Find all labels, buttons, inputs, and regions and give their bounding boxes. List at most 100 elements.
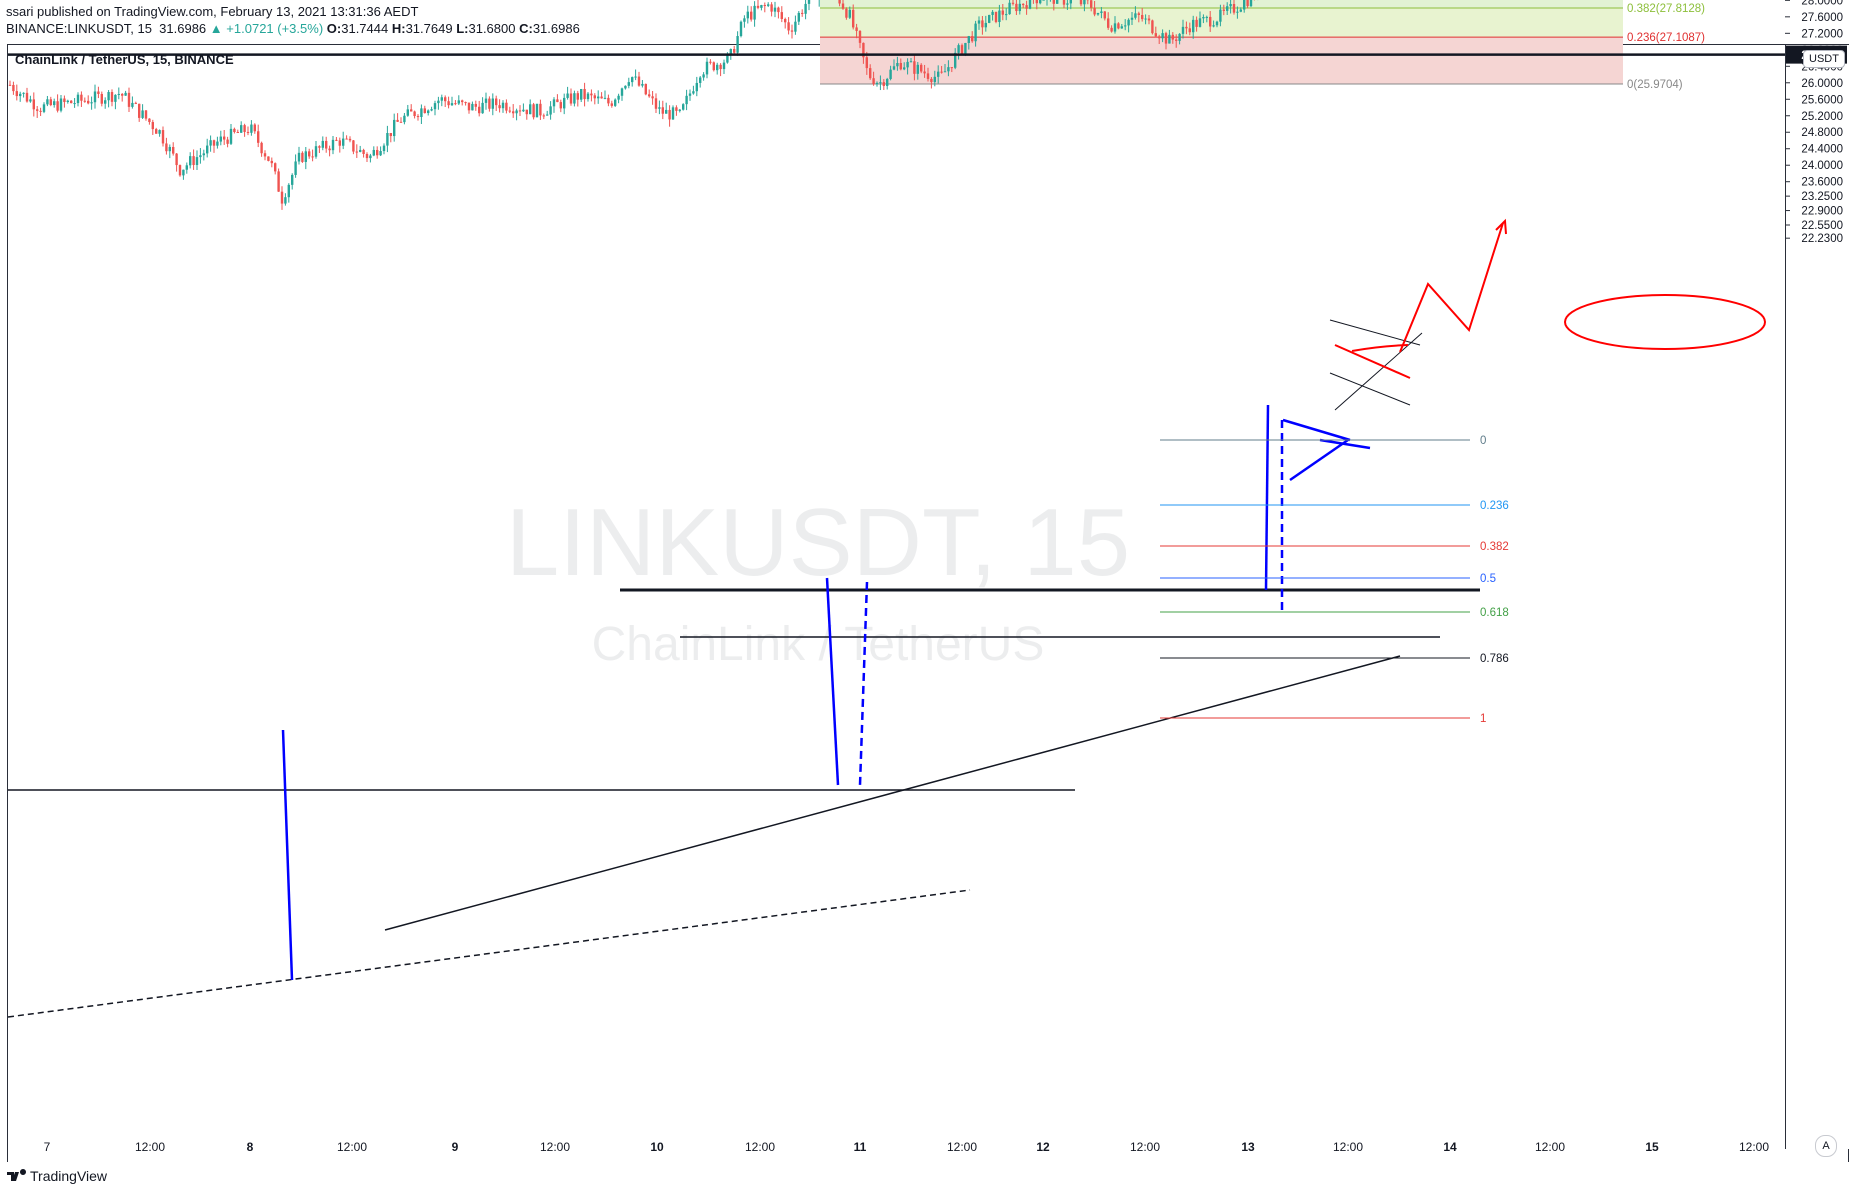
- candle-body-356: [1219, 9, 1222, 22]
- candle-body-363: [1243, 0, 1246, 10]
- candle-body-134: [464, 102, 467, 104]
- candle-body-52: [185, 165, 188, 170]
- candle-body-93: [325, 140, 328, 149]
- close-value: 31.6986: [532, 21, 580, 36]
- candle-body-56: [199, 155, 202, 158]
- candle-body-179: [617, 95, 620, 100]
- candle-body-4: [22, 92, 25, 94]
- auto-scale-button[interactable]: A: [1815, 1135, 1837, 1157]
- candle-body-359: [1229, 4, 1232, 7]
- fib-ext-label-9: 0.236(27.1087): [1627, 32, 1705, 44]
- candle-body-270: [926, 73, 930, 79]
- candle-body-303: [1039, 0, 1042, 4]
- candle-body-140: [484, 98, 488, 103]
- candle-body-19: [73, 103, 76, 105]
- candle-body-349: [1195, 19, 1198, 27]
- candle-body-232: [797, 12, 800, 22]
- candle-body-59: [209, 140, 212, 146]
- candle-body-98: [342, 138, 345, 146]
- candle-body-127: [440, 97, 443, 101]
- candle-body-215: [739, 21, 743, 37]
- candle-body-13: [53, 101, 56, 106]
- candle-body-112: [389, 132, 392, 137]
- candle-body-340: [1164, 33, 1168, 44]
- candle-body-268: [920, 64, 923, 72]
- candle-body-315: [1079, 0, 1083, 5]
- candle-body-346: [1185, 26, 1188, 29]
- candle-body-47: [168, 146, 171, 152]
- candle-body-296: [1015, 3, 1018, 12]
- candle-body-118: [410, 109, 413, 112]
- pennant-tip: [1319, 438, 1371, 450]
- candle-body-260: [892, 66, 896, 70]
- candle-body-1: [12, 84, 15, 92]
- candle-body-155: [535, 103, 539, 118]
- candle-body-156: [539, 103, 542, 116]
- candle-body-152: [525, 109, 528, 115]
- candle-body-28: [104, 100, 107, 104]
- candle-body-287: [984, 22, 987, 28]
- candle-body-105: [365, 153, 369, 159]
- candle-body-286: [981, 20, 984, 28]
- candle-body-125: [433, 103, 437, 110]
- fib-ext-label-8: 0.382(27.8128): [1627, 3, 1705, 15]
- candle-body-316: [1083, 0, 1086, 5]
- candle-body-259: [889, 69, 892, 79]
- candle-body-224: [770, 4, 773, 12]
- candle-body-185: [637, 76, 641, 86]
- candle-body-63: [223, 136, 226, 140]
- candle-body-67: [236, 132, 239, 134]
- candle-body-79: [277, 171, 280, 192]
- currency-button[interactable]: USDT: [1803, 50, 1845, 68]
- candle-body-146: [505, 102, 508, 111]
- candle-body-94: [328, 148, 331, 151]
- candle-body-254: [872, 78, 875, 85]
- candle-body-267: [916, 64, 919, 74]
- candle-body-97: [338, 140, 341, 146]
- candle-body-139: [481, 102, 484, 114]
- candle-body-337: [1154, 33, 1157, 37]
- rising-trendline: [384, 655, 1401, 931]
- candle-body-115: [399, 121, 403, 123]
- fib-ret-label-0: 0: [1480, 435, 1486, 447]
- low-value: 31.6800: [468, 21, 516, 36]
- candle-body-263: [903, 67, 906, 70]
- candle-body-361: [1236, 11, 1239, 13]
- candle-body-191: [658, 107, 661, 109]
- published-line: ssari published on TradingView.com, Febr…: [6, 4, 419, 19]
- candle-body-323: [1107, 18, 1110, 28]
- target-ellipse: [1564, 294, 1766, 350]
- close-label: C:: [519, 21, 533, 36]
- candle-body-27: [100, 93, 103, 104]
- price-axis[interactable]: [1785, 45, 1849, 1149]
- fib-zone-8: [820, 0, 1623, 9]
- candle-body-207: [712, 62, 715, 71]
- candle-body-329: [1127, 19, 1130, 26]
- candle-body-283: [971, 36, 974, 42]
- dashed-trendline: [7, 889, 971, 1018]
- candle-body-164: [566, 93, 569, 98]
- candle-body-206: [709, 61, 712, 63]
- candle-body-294: [1008, 2, 1011, 15]
- candle-body-293: [1005, 14, 1008, 16]
- candle-body-119: [413, 111, 416, 117]
- fib-ret-label-3: 0.5: [1480, 573, 1496, 585]
- candle-body-342: [1171, 34, 1174, 40]
- candle-body-266: [913, 61, 916, 74]
- candle-body-248: [852, 9, 855, 28]
- candle-body-221: [760, 5, 763, 8]
- candle-body-201: [692, 91, 695, 94]
- price-underline: [1351, 344, 1409, 352]
- candle-body-225: [773, 7, 777, 12]
- candle-body-96: [335, 139, 338, 141]
- candle-body-49: [175, 153, 178, 166]
- candle-body-24: [90, 102, 93, 104]
- flag-cross: [1334, 332, 1423, 411]
- candle-body-7: [32, 99, 35, 110]
- candle-body-219: [753, 5, 756, 20]
- candle-body-198: [682, 104, 685, 110]
- candle-body-45: [161, 130, 165, 144]
- candle-body-37: [134, 102, 137, 104]
- candle-body-44: [158, 130, 161, 134]
